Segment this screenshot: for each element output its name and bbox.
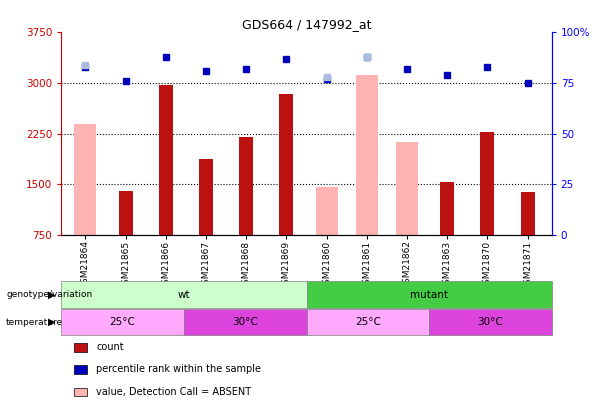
Text: mutant: mutant [410,290,448,300]
Bar [74,124,96,235]
Text: genotype/variation: genotype/variation [6,290,93,299]
Title: GDS664 / 147992_at: GDS664 / 147992_at [242,18,371,31]
Bar [239,137,253,235]
Bar [316,187,338,235]
Text: percentile rank within the sample: percentile rank within the sample [96,364,261,374]
Bar [356,75,378,235]
Text: 30°C: 30°C [478,317,503,327]
Text: ▶: ▶ [48,290,55,300]
Bar [481,132,495,235]
Bar [118,191,132,235]
Text: ▶: ▶ [48,317,55,327]
Text: wt: wt [178,290,190,300]
Bar [440,182,454,235]
Bar [159,85,173,235]
Text: value, Detection Call = ABSENT: value, Detection Call = ABSENT [96,387,251,396]
Text: count: count [96,342,124,352]
Text: 25°C: 25°C [110,317,135,327]
Text: 30°C: 30°C [232,317,258,327]
Bar [520,192,535,235]
Text: 25°C: 25°C [355,317,381,327]
Bar [199,159,213,235]
Bar [280,94,294,235]
Bar [396,143,418,235]
Text: temperature: temperature [6,318,63,327]
